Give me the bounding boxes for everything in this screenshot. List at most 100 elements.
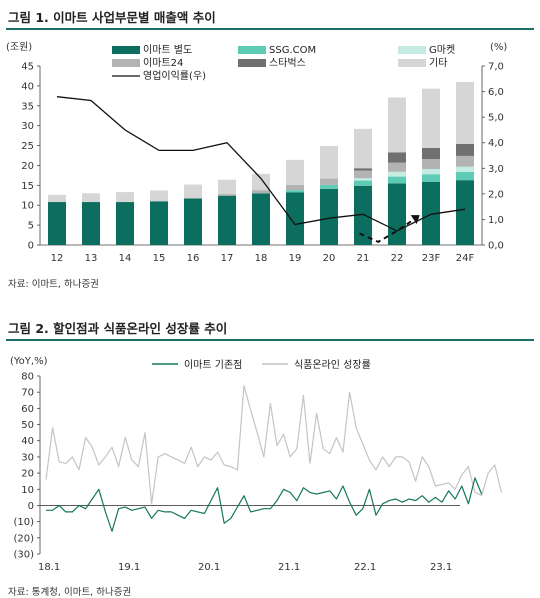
legend-swatch bbox=[238, 46, 266, 54]
bar-segment bbox=[150, 190, 168, 202]
series-line bbox=[45, 385, 502, 505]
bar-segment bbox=[116, 192, 134, 203]
bar-segment bbox=[218, 194, 236, 196]
bar-segment bbox=[388, 171, 406, 177]
bar-segment bbox=[286, 192, 304, 245]
x-tick-label: 18 bbox=[255, 253, 268, 264]
right-tick-label: 2,0 bbox=[488, 189, 504, 200]
figure1-title-rule bbox=[6, 28, 534, 30]
series-line bbox=[46, 477, 483, 532]
bar-segment bbox=[388, 162, 406, 172]
left-tick-label: 20 bbox=[21, 161, 34, 172]
legend-swatch bbox=[238, 59, 266, 67]
y-tick-label: (30) bbox=[13, 550, 34, 561]
bar-segment bbox=[354, 180, 372, 186]
legend-label: 기타 bbox=[429, 57, 447, 69]
x-tick-label: 20 bbox=[323, 253, 336, 264]
bar-segment bbox=[184, 184, 202, 199]
bar-segment bbox=[354, 168, 372, 171]
legend-label: 영업이익률(우) bbox=[143, 69, 206, 82]
x-tick-label: 18.1 bbox=[38, 562, 60, 573]
bar-segment bbox=[320, 188, 338, 245]
right-tick-label: 4,0 bbox=[488, 138, 504, 149]
trend-arrow-dashed bbox=[359, 217, 417, 244]
bar-segment bbox=[218, 195, 236, 245]
legend-swatch bbox=[398, 46, 426, 54]
bar-segment bbox=[116, 202, 134, 245]
bar-segment bbox=[286, 184, 304, 191]
y-tick-label: 80 bbox=[21, 372, 34, 383]
bar-segment bbox=[388, 152, 406, 163]
figure1-chart: (조원) (%) 0 5 10 15 20 25 30 35 40 45 0,0 1,0 2,0 3,0 4,0… bbox=[6, 41, 507, 264]
y-tick-label: 70 bbox=[21, 388, 34, 399]
legend-label: 이마트 별도 bbox=[143, 44, 192, 56]
bar-segment bbox=[48, 202, 66, 245]
bar-segment bbox=[422, 88, 440, 148]
x-tick-label: 24F bbox=[456, 253, 475, 264]
x-tick-label: 20.1 bbox=[198, 562, 220, 573]
legend-label: 이마트 기존점 bbox=[184, 359, 242, 371]
bar-segment bbox=[286, 159, 304, 185]
x-tick-label: 16 bbox=[187, 253, 200, 264]
bar-segment bbox=[252, 173, 270, 191]
bar-segment bbox=[354, 185, 372, 245]
right-tick-label: 7,0 bbox=[488, 62, 504, 73]
left-tick-label: 5 bbox=[28, 221, 34, 232]
legend-label: 이마트24 bbox=[143, 57, 183, 69]
left-axis-unit: (조원) bbox=[6, 41, 32, 53]
bar-segment bbox=[388, 97, 406, 153]
bar-segment bbox=[422, 159, 440, 170]
y-tick-label: 30 bbox=[21, 452, 34, 463]
bar-segment bbox=[252, 190, 270, 194]
bar-segment bbox=[422, 174, 440, 182]
x-tick-label: 15 bbox=[153, 253, 166, 264]
bar-segment bbox=[150, 201, 168, 245]
x-tick-label: 23.1 bbox=[430, 562, 452, 573]
left-tick-label: 10 bbox=[21, 201, 34, 212]
left-tick-label: 15 bbox=[21, 181, 34, 192]
y-tick-label: (10) bbox=[13, 517, 34, 528]
bar-segment bbox=[320, 184, 338, 189]
x-tick-label: 19.1 bbox=[118, 562, 140, 573]
bar-segment bbox=[422, 181, 440, 245]
bar-segment bbox=[218, 179, 236, 195]
figure1-source: 자료: 이마트, 하나증권 bbox=[8, 279, 99, 290]
bar-segment bbox=[388, 176, 406, 184]
bar-segment bbox=[82, 193, 100, 203]
bar-segment bbox=[82, 202, 100, 245]
figure2-title-rule bbox=[6, 339, 534, 341]
bar-segment bbox=[456, 155, 474, 167]
bar-segment bbox=[252, 193, 270, 245]
bar-segment bbox=[354, 170, 372, 179]
legend-swatch bbox=[112, 59, 140, 67]
bar-segment bbox=[422, 147, 440, 160]
bar-segment bbox=[354, 178, 372, 181]
figure1-title: 그림 1. 이마트 사업부문별 매출액 추이 bbox=[8, 10, 216, 25]
bar-segment bbox=[388, 183, 406, 245]
bar-segment bbox=[320, 178, 338, 185]
bar-segment bbox=[354, 128, 372, 169]
figure2-source: 자료: 통계청, 이마트, 하나증권 bbox=[8, 587, 132, 598]
legend-label: 스타벅스 bbox=[269, 57, 306, 69]
left-tick-label: 0 bbox=[28, 241, 34, 252]
left-tick-label: 40 bbox=[21, 81, 34, 92]
left-tick-label: 35 bbox=[21, 101, 34, 112]
right-tick-label: 3,0 bbox=[488, 164, 504, 175]
left-tick-label: 45 bbox=[21, 62, 34, 73]
y-tick-label: 50 bbox=[21, 420, 34, 431]
x-tick-label: 23F bbox=[422, 253, 441, 264]
y-tick-label: 10 bbox=[21, 485, 34, 496]
bar-segment bbox=[184, 198, 202, 245]
margin-line bbox=[56, 96, 466, 232]
x-tick-label: 21 bbox=[357, 253, 370, 264]
bar-segment bbox=[320, 145, 338, 179]
y-tick-label: 0 bbox=[28, 501, 34, 512]
legend-swatch bbox=[112, 46, 140, 54]
legend-label: SSG.COM bbox=[269, 45, 316, 56]
right-tick-label: 1,0 bbox=[488, 215, 504, 226]
trend-arrow-head bbox=[410, 215, 420, 225]
bar-segment bbox=[286, 190, 304, 193]
x-tick-label: 17 bbox=[221, 253, 234, 264]
bar-segment bbox=[456, 171, 474, 181]
left-tick-label: 30 bbox=[21, 121, 34, 132]
